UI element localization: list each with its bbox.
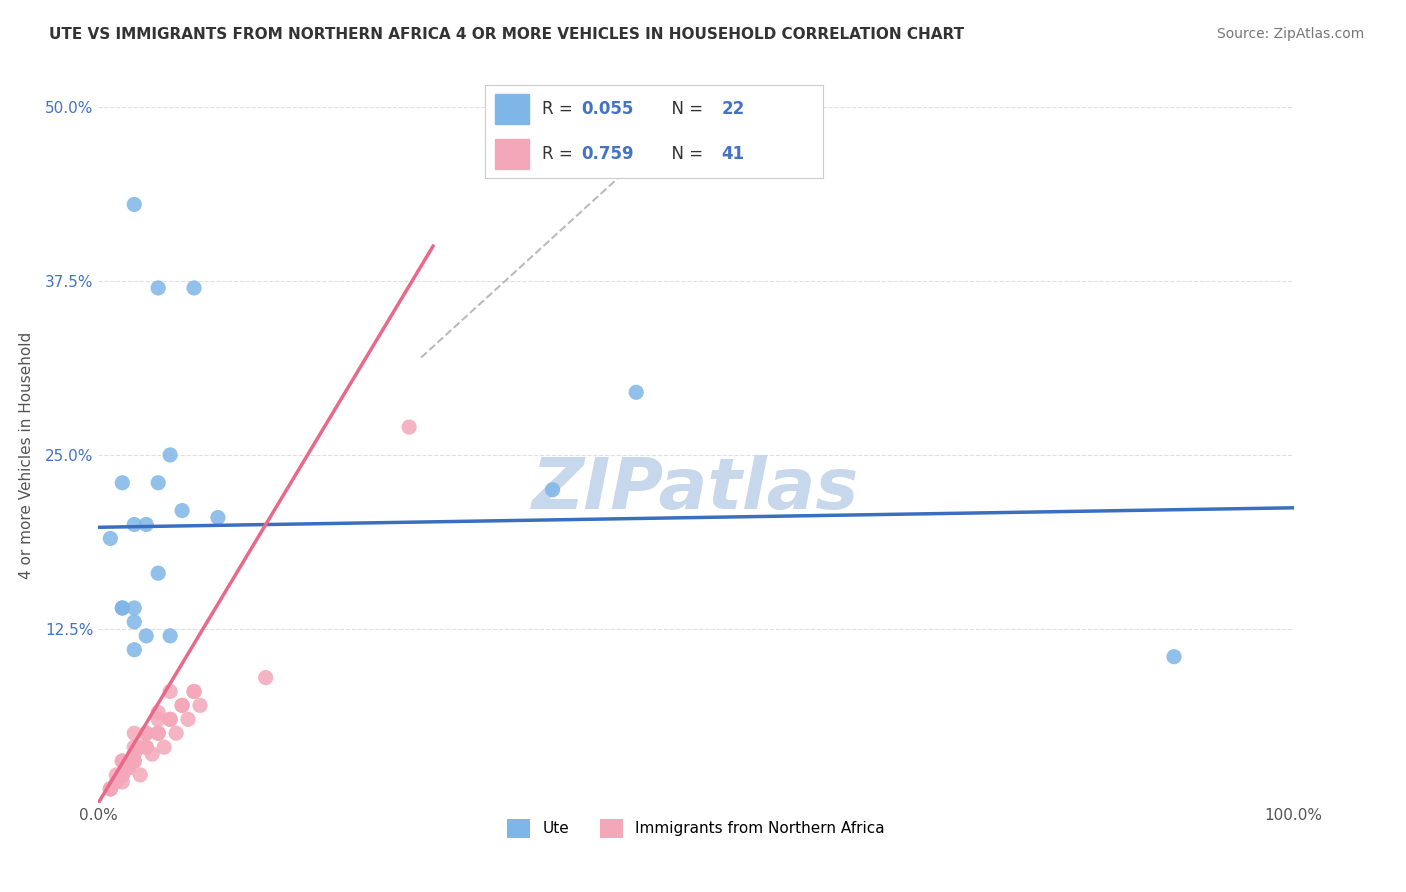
Point [111,754,134,768]
Point [98,781,122,796]
Point [398,420,420,434]
Point [117,761,139,775]
Point [626,385,648,400]
Text: 0.759: 0.759 [581,145,634,163]
Bar [495,139,529,169]
Point [111,601,134,615]
Point [183,281,205,295]
Point [172,503,194,517]
Point [541,483,564,497]
Point [183,684,205,698]
Point [124,197,146,211]
Text: 41: 41 [721,145,744,163]
Point [98,532,122,546]
Point [207,510,229,524]
Point [111,768,134,782]
Point [124,642,146,657]
Point [177,712,200,726]
Text: UTE VS IMMIGRANTS FROM NORTHERN AFRICA 4 OR MORE VEHICLES IN HOUSEHOLD CORRELATI: UTE VS IMMIGRANTS FROM NORTHERN AFRICA 4… [49,27,965,42]
Point [98,781,122,796]
Bar [495,95,529,124]
Point [159,712,181,726]
Text: ZIPatlas: ZIPatlas [533,455,859,524]
Legend: Ute, Immigrants from Northern Africa: Ute, Immigrants from Northern Africa [502,813,890,844]
Point [159,712,181,726]
Point [135,726,157,740]
Point [124,754,146,768]
Point [148,281,170,295]
Point [148,706,170,720]
Point [148,712,170,726]
Point [98,781,122,796]
Point [105,768,128,782]
Point [172,698,194,713]
Point [254,671,277,685]
Point [159,448,181,462]
Point [129,768,152,782]
Point [159,684,181,698]
Point [135,740,157,755]
Text: 22: 22 [721,100,745,118]
Point [111,475,134,490]
Point [148,726,170,740]
Point [153,740,176,755]
Y-axis label: 4 or more Vehicles in Household: 4 or more Vehicles in Household [18,331,34,579]
Point [148,726,170,740]
Text: N =: N = [661,100,707,118]
Point [124,615,146,629]
Point [105,775,128,789]
Point [129,740,152,755]
Point [124,747,146,761]
Point [111,754,134,768]
Point [141,747,163,761]
Point [135,517,157,532]
Text: R =: R = [543,145,578,163]
Point [165,726,187,740]
Point [172,698,194,713]
Point [148,566,170,581]
Point [117,761,139,775]
Point [159,629,181,643]
Point [124,740,146,755]
Point [111,768,134,782]
Point [124,517,146,532]
Text: Source: ZipAtlas.com: Source: ZipAtlas.com [1216,27,1364,41]
Point [135,726,157,740]
Point [188,698,211,713]
Point [124,754,146,768]
Point [124,726,146,740]
Text: R =: R = [543,100,578,118]
Text: N =: N = [661,145,707,163]
Point [1163,649,1185,664]
Point [135,740,157,755]
Point [183,684,205,698]
Point [111,775,134,789]
Text: 0.055: 0.055 [581,100,634,118]
Point [135,629,157,643]
Point [148,475,170,490]
Point [111,601,134,615]
Point [124,601,146,615]
